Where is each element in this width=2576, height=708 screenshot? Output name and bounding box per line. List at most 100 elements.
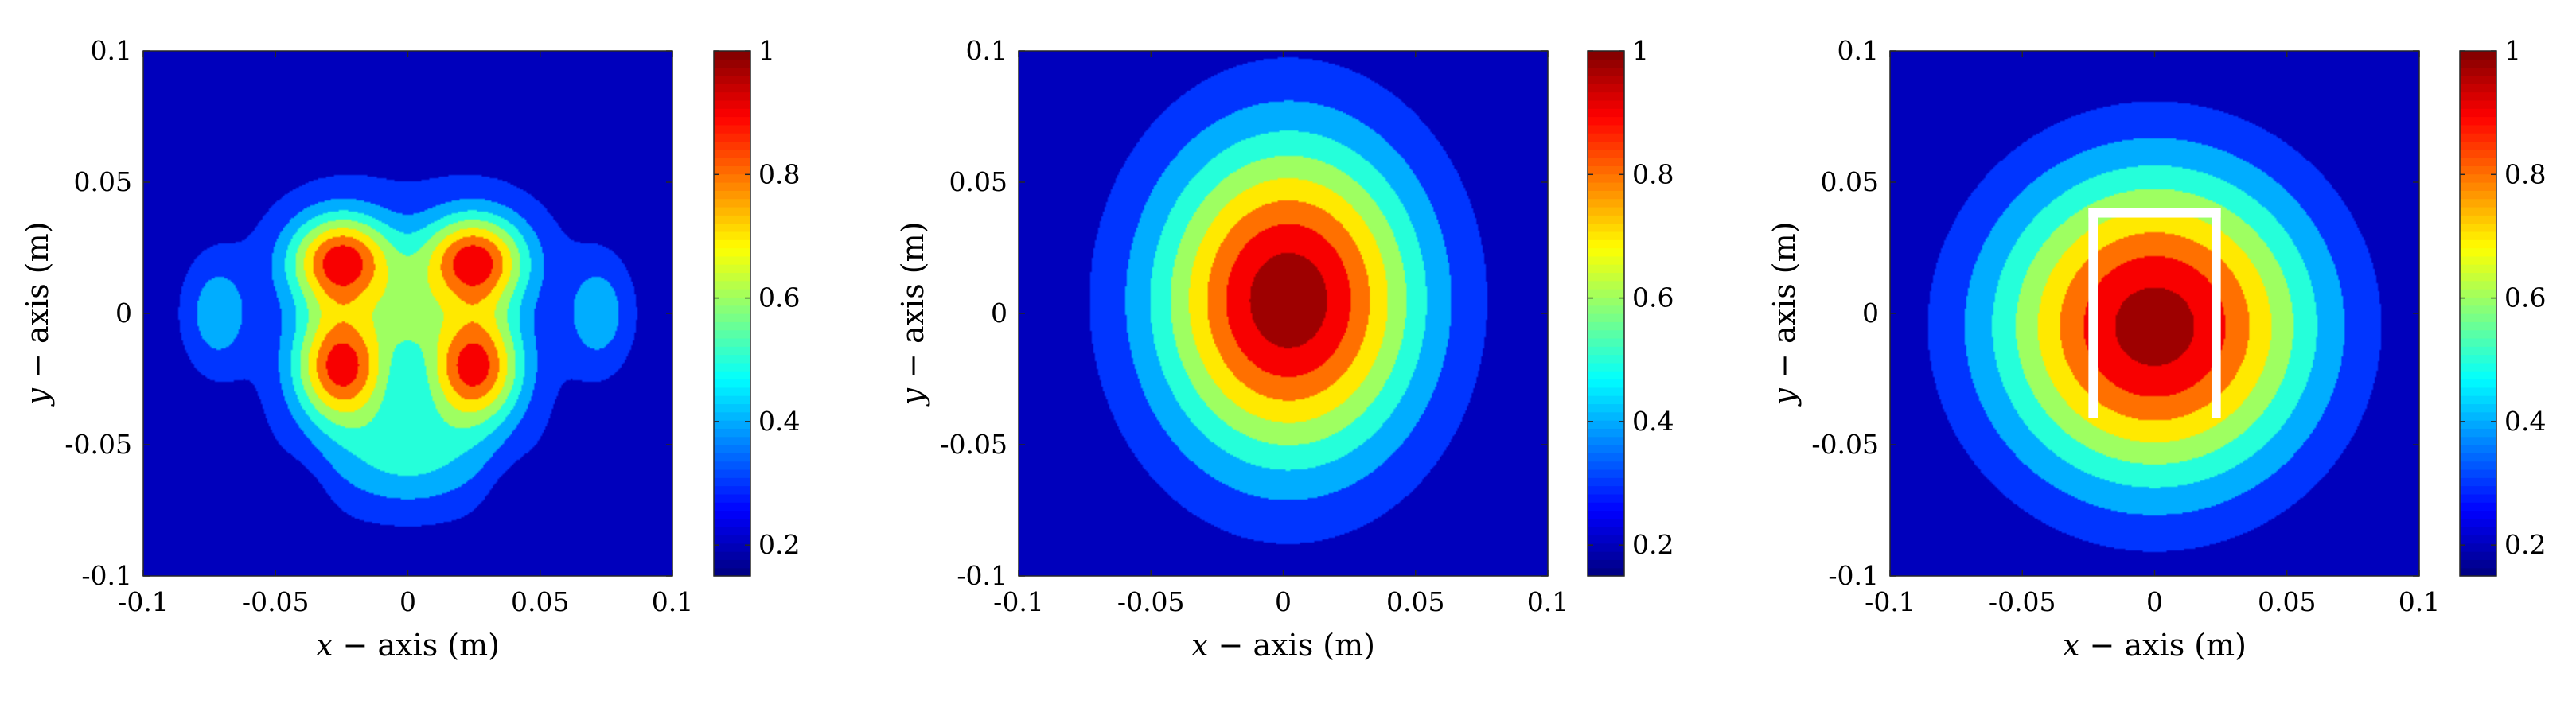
colorbar-tick-label: 1 bbox=[2504, 35, 2521, 66]
colorbar-swatch bbox=[714, 198, 750, 208]
colorbar-swatch bbox=[1588, 272, 1624, 282]
colorbar-swatch bbox=[2460, 420, 2496, 429]
x-tick-label: 0 bbox=[1275, 586, 1292, 617]
x-tick-label: -0.1 bbox=[118, 586, 169, 617]
colorbar-swatch bbox=[714, 173, 750, 183]
colorbar-swatch bbox=[714, 453, 750, 462]
colorbar-swatch bbox=[714, 255, 750, 265]
colorbar-swatch bbox=[2460, 173, 2496, 183]
colorbar-swatch bbox=[2460, 264, 2496, 274]
colorbar-swatch bbox=[714, 305, 750, 314]
colorbar-swatch bbox=[2460, 411, 2496, 421]
y-axis-label: y − axis (m) bbox=[895, 222, 930, 407]
colorbar-swatch bbox=[714, 395, 750, 405]
colorbar-swatch bbox=[2460, 518, 2496, 527]
y-tick-label: 0 bbox=[115, 298, 132, 329]
colorbar-swatch bbox=[2460, 510, 2496, 519]
colorbar-swatch bbox=[714, 337, 750, 347]
colorbar-swatch bbox=[1588, 445, 1624, 453]
colorbar-tick-label: 0.6 bbox=[1632, 282, 1674, 313]
colorbar-swatch bbox=[714, 141, 750, 150]
y-tick-label: 0.05 bbox=[1821, 166, 1879, 197]
colorbar-swatch bbox=[1588, 567, 1624, 577]
colorbar-swatch bbox=[1588, 116, 1624, 126]
colorbar-swatch bbox=[2460, 354, 2496, 364]
y-tick-label: -0.05 bbox=[940, 429, 1007, 460]
colorbar-swatch bbox=[2460, 51, 2496, 60]
colorbar-swatch bbox=[714, 280, 750, 290]
colorbar-swatch bbox=[714, 527, 750, 536]
colorbar-swatch bbox=[714, 182, 750, 191]
y-tick-label: -0.1 bbox=[957, 560, 1007, 591]
colorbar-swatch bbox=[714, 99, 750, 109]
colorbar-swatch bbox=[2460, 502, 2496, 512]
colorbar-swatch bbox=[1588, 510, 1624, 519]
colorbar-swatch bbox=[1588, 313, 1624, 322]
colorbar-swatch bbox=[2460, 305, 2496, 314]
colorbar-swatch bbox=[1588, 223, 1624, 232]
x-tick-label: 0.05 bbox=[2258, 586, 2316, 617]
colorbar-swatch bbox=[714, 165, 750, 175]
colorbar-swatch bbox=[2460, 108, 2496, 118]
colorbar-swatch bbox=[1588, 411, 1624, 421]
y-axis-label: y − axis (m) bbox=[1767, 222, 1802, 407]
colorbar-swatch bbox=[2460, 403, 2496, 413]
colorbar-swatch bbox=[2460, 567, 2496, 577]
colorbar-swatch bbox=[2460, 247, 2496, 257]
colorbar-tick-label: 0.2 bbox=[2504, 529, 2546, 560]
x-tick-label: -0.1 bbox=[993, 586, 1044, 617]
colorbar-tick-label: 1 bbox=[1632, 35, 1649, 66]
heatmap-field bbox=[1890, 51, 2419, 576]
colorbar-swatch bbox=[1588, 91, 1624, 101]
colorbar-swatch bbox=[2460, 116, 2496, 126]
colorbar-swatch bbox=[2460, 453, 2496, 462]
colorbar-swatch bbox=[2460, 182, 2496, 191]
colorbar-swatch bbox=[1588, 190, 1624, 200]
colorbar-swatch bbox=[1588, 158, 1624, 166]
x-axis-label: x − axis (m) bbox=[2063, 628, 2247, 663]
colorbar-swatch bbox=[2460, 149, 2496, 158]
colorbar-swatch bbox=[2460, 84, 2496, 93]
colorbar-swatch bbox=[1588, 255, 1624, 265]
colorbar-swatch bbox=[2460, 313, 2496, 322]
colorbar-swatch bbox=[1588, 215, 1624, 224]
colorbar-swatch bbox=[714, 379, 750, 388]
x-tick-label: -0.05 bbox=[1989, 586, 2056, 617]
colorbar-swatch bbox=[714, 411, 750, 421]
colorbar-swatch bbox=[2460, 59, 2496, 68]
colorbar-swatch bbox=[2460, 527, 2496, 536]
colorbar-swatch bbox=[1588, 387, 1624, 396]
colorbar-swatch bbox=[1588, 420, 1624, 429]
colorbar-swatch bbox=[1588, 59, 1624, 68]
colorbar-swatch bbox=[714, 551, 750, 560]
y-tick-label: 0.05 bbox=[74, 166, 132, 197]
colorbar-tick-label: 0.6 bbox=[2504, 282, 2546, 313]
colorbar-swatch bbox=[1588, 559, 1624, 569]
colorbar-swatch bbox=[714, 158, 750, 166]
colorbar-swatch bbox=[1588, 346, 1624, 356]
colorbar-swatch bbox=[2460, 231, 2496, 240]
colorbar-swatch bbox=[2460, 165, 2496, 175]
colorbar-swatch bbox=[1588, 84, 1624, 93]
colorbar-swatch bbox=[2460, 297, 2496, 306]
colorbar-swatch bbox=[2460, 477, 2496, 487]
colorbar-swatch bbox=[714, 116, 750, 126]
x-axis-label: x − axis (m) bbox=[316, 628, 500, 663]
colorbar-swatch bbox=[2460, 543, 2496, 552]
colorbar-tick-label: 0.8 bbox=[2504, 158, 2546, 189]
colorbar-swatch bbox=[1588, 321, 1624, 331]
colorbar: 0.2 0.4 0.6 0.8 1 bbox=[713, 35, 800, 577]
y-tick-label: 0 bbox=[1862, 298, 1879, 329]
colorbar-swatch bbox=[1588, 124, 1624, 134]
colorbar-swatch bbox=[1588, 395, 1624, 405]
x-tick-label: 0.05 bbox=[511, 586, 569, 617]
colorbar-swatch bbox=[2460, 436, 2496, 445]
colorbar-swatch bbox=[1588, 206, 1624, 216]
colorbar-swatch bbox=[714, 535, 750, 544]
colorbar-swatch bbox=[714, 502, 750, 512]
heatmap-field bbox=[143, 51, 672, 576]
y-tick-label: -0.05 bbox=[1811, 429, 1879, 460]
x-tick-label: 0.1 bbox=[2399, 586, 2440, 617]
colorbar-swatch bbox=[714, 461, 750, 470]
colorbar-swatch bbox=[1588, 182, 1624, 191]
